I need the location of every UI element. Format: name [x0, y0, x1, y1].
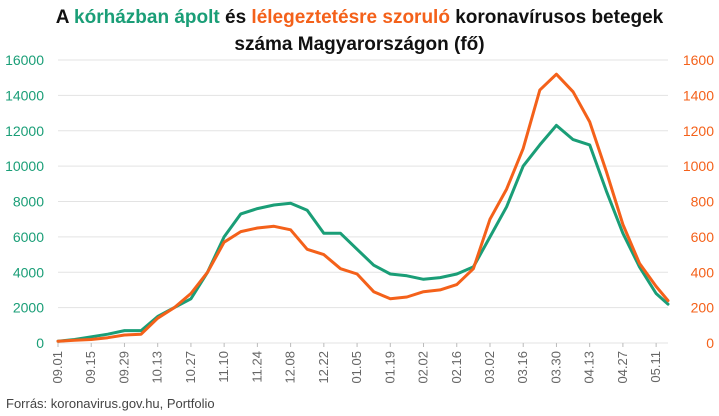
x-tick-label: 11.10	[216, 351, 231, 383]
y-axis-right-ticks: 0 200 400 600 800 1000 1200 1400 1600	[683, 52, 714, 351]
x-axis-ticks: 09.01 09.15 09.29 10.13 10.27 11.10 11.24 12.08…	[50, 343, 663, 384]
y-right-tick-label: 400	[691, 264, 715, 280]
chart-title-line1: A kórházban ápolt és lélegeztetésre szor…	[55, 7, 664, 28]
series-lines	[56, 72, 670, 343]
x-tick-label: 02.02	[416, 351, 431, 384]
y-right-tick-label: 600	[691, 229, 715, 245]
x-tick-label: 11.24	[249, 351, 264, 383]
y-left-tick-label: 6000	[13, 229, 44, 245]
y-left-tick-label: 2000	[13, 300, 44, 316]
source-note: Forrás: koronavirus.gov.hu, Portfolio	[6, 396, 215, 411]
y-right-tick-label: 800	[691, 194, 715, 210]
x-tick-label: 09.15	[83, 351, 98, 384]
x-tick-label: 03.02	[482, 351, 497, 384]
x-tick-label: 01.19	[382, 351, 397, 384]
x-tick-label: 10.13	[150, 351, 165, 384]
x-tick-label: 09.01	[50, 351, 65, 384]
x-tick-label: 09.29	[116, 351, 131, 384]
x-tick-label: 02.16	[449, 351, 464, 384]
y-left-tick-label: 10000	[5, 158, 44, 174]
y-left-tick-label: 8000	[13, 194, 44, 210]
series-line-hospitalized	[56, 123, 670, 343]
y-left-tick-label: 16000	[5, 52, 44, 68]
y-left-tick-label: 0	[36, 335, 44, 351]
y-right-tick-label: 1400	[683, 87, 714, 103]
y-right-tick-label: 1000	[683, 158, 714, 174]
x-tick-label: 05.11	[648, 351, 663, 383]
y-axis-left-ticks: 0 2000 4000 6000 8000 10000 12000 14000 16000	[5, 52, 44, 351]
y-left-tick-label: 14000	[5, 87, 44, 103]
series-line-ventilated	[56, 72, 670, 343]
y-right-tick-label: 200	[691, 300, 715, 316]
y-right-tick-label: 1200	[683, 123, 714, 139]
y-right-tick-label: 0	[706, 335, 714, 351]
y-left-tick-label: 12000	[5, 123, 44, 139]
x-tick-label: 03.16	[515, 351, 530, 384]
x-tick-label: 12.22	[316, 351, 331, 384]
x-tick-label: 01.05	[349, 351, 364, 384]
x-tick-label: 10.27	[183, 351, 198, 384]
y-right-tick-label: 1600	[683, 52, 714, 68]
chart-title-line2: száma Magyarországon (fő)	[234, 34, 485, 55]
title-hospitalized-label: kórházban ápolt	[74, 7, 220, 28]
title-ventilated-label: lélegeztetésre szoruló	[251, 7, 450, 28]
x-tick-label: 03.30	[548, 351, 563, 384]
x-tick-label: 04.27	[615, 351, 630, 384]
x-tick-label: 12.08	[283, 351, 298, 384]
y-left-tick-label: 4000	[13, 264, 44, 280]
x-tick-label: 04.13	[582, 351, 597, 384]
gridlines	[58, 59, 668, 344]
